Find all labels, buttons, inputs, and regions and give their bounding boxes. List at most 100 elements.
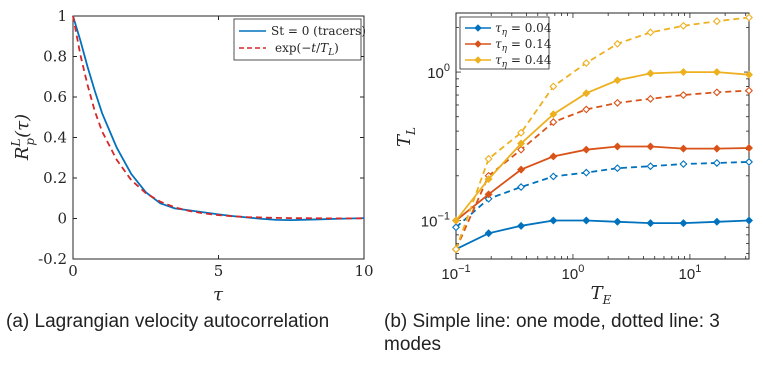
plot-b-legend-item-3: τη = 0.44 bbox=[495, 53, 552, 70]
plot-b-xtick-label: 100 bbox=[562, 263, 585, 283]
plot-b-legend-marker bbox=[474, 24, 482, 32]
plot-b-tick-labels: 10−1 100 101 10−1 100 bbox=[421, 62, 702, 283]
plot-a-series-1 bbox=[72, 15, 365, 222]
plot-a-ytick-label: 0.4 bbox=[43, 129, 67, 147]
plot-b-marker bbox=[582, 89, 591, 98]
plot-b-marker bbox=[517, 221, 526, 230]
plot-a-xtick-label: 5 bbox=[214, 262, 224, 280]
plot-b-marker bbox=[517, 183, 526, 192]
plot-b-marker bbox=[549, 118, 558, 127]
plot-b-legend-item-1: τη = 0.04 bbox=[495, 21, 552, 38]
plot-b-marker bbox=[613, 164, 622, 173]
plot-a-ytick-label: 0 bbox=[57, 210, 67, 228]
plot-b-marker bbox=[484, 194, 493, 203]
plot-b-marker bbox=[712, 68, 721, 77]
plot-b-legend-item-2: τη = 0.14 bbox=[495, 37, 552, 54]
plot-b-marker bbox=[613, 217, 622, 226]
plot-b-xlabel: TE bbox=[591, 283, 612, 307]
plot-b-marker bbox=[646, 219, 655, 228]
plot-b-marker bbox=[549, 216, 558, 225]
plot-b-series-tau-0.14-one bbox=[455, 145, 750, 222]
plot-b-marker bbox=[712, 158, 721, 167]
plot-a-ylabel: RLp(τ) bbox=[9, 114, 37, 161]
plot-b-marker bbox=[582, 168, 591, 177]
plot-b-series-tau-0.44-three bbox=[455, 16, 750, 250]
plot-b-marker bbox=[549, 82, 558, 91]
plot-b-marker bbox=[646, 162, 655, 171]
plot-b-marker bbox=[484, 190, 493, 199]
plot-b-marker bbox=[517, 139, 526, 148]
plot-a-tick-labels: 0 5 10-0.200.20.40.60.81 bbox=[38, 7, 373, 280]
plot-b-marker bbox=[613, 76, 622, 85]
plot-b-marker bbox=[549, 110, 558, 119]
svg-text:TE: TE bbox=[591, 283, 612, 307]
plot-b-series-tau-0.44-one bbox=[455, 71, 750, 222]
plot-a-xtick-label: 10 bbox=[354, 262, 373, 280]
plot-b-marker bbox=[549, 172, 558, 181]
plot-a-legend-item-1: St = 0 (tracers) bbox=[271, 24, 366, 38]
plot-b-marker bbox=[679, 160, 688, 169]
panel-a-lagrangian-autocorrelation: 0 5 10-0.200.20.40.60.81 τ RLp(τ) St = 0 (… bbox=[9, 7, 374, 305]
caption-b: (b) Simple line: one mode, dotted line: … bbox=[384, 311, 720, 355]
plot-b-marker bbox=[452, 216, 460, 225]
plot-b-series-tau-0.04-three bbox=[455, 161, 750, 228]
plot-a-lines bbox=[72, 15, 365, 222]
plot-b-marker bbox=[646, 69, 655, 78]
plot-b-ticks bbox=[455, 13, 749, 259]
plot-b-marker bbox=[712, 144, 721, 153]
plot-b-marker bbox=[679, 144, 688, 153]
svg-text:TL: TL bbox=[394, 127, 418, 147]
plot-a-ytick-label: 0.2 bbox=[43, 169, 67, 187]
plot-a-ytick-label: -0.2 bbox=[38, 250, 67, 268]
plot-b-marker bbox=[646, 142, 655, 151]
plot-b-marker bbox=[745, 86, 753, 95]
plot-b-marker bbox=[549, 152, 558, 161]
plot-b-marker bbox=[679, 219, 688, 228]
plot-b-marker bbox=[484, 229, 493, 238]
plot-a-legend: St = 0 (tracers) exp(−t/TL) bbox=[233, 18, 366, 61]
plot-b-marker bbox=[613, 142, 622, 151]
plot-b-series-tau-0.04-one bbox=[455, 219, 750, 251]
svg-text:RLp(τ): RLp(τ) bbox=[9, 114, 37, 161]
plot-b-marker bbox=[646, 94, 655, 103]
plot-b-marker bbox=[517, 128, 526, 137]
plot-b-marker bbox=[646, 28, 655, 37]
plot-b-legend-marker bbox=[474, 56, 482, 64]
plot-b-marker bbox=[745, 70, 753, 79]
plot-b-lines bbox=[452, 13, 753, 254]
plot-b-marker bbox=[517, 145, 526, 154]
plot-b-xtick-label: 10−1 bbox=[441, 263, 470, 283]
plot-b-marker bbox=[582, 105, 591, 114]
plot-b-series-tau-0.14-three bbox=[455, 89, 750, 250]
plot-b-marker bbox=[745, 13, 753, 22]
plot-a-ytick-label: 1 bbox=[57, 7, 67, 25]
plot-a-ytick-label: 0.8 bbox=[43, 48, 67, 66]
plot-b-marker bbox=[582, 216, 591, 225]
plot-b-marker bbox=[712, 217, 721, 226]
plot-b-marker bbox=[582, 59, 591, 68]
plot-b-marker bbox=[613, 39, 622, 48]
plot-a-xtick-label: 0 bbox=[68, 262, 78, 280]
plot-a-series-2 bbox=[72, 15, 364, 220]
plot-b-marker bbox=[582, 145, 591, 154]
plot-b-marker bbox=[712, 17, 721, 26]
plot-b-marker bbox=[745, 143, 753, 152]
plot-b-marker bbox=[745, 216, 753, 225]
plot-a-xlabel: τ bbox=[213, 284, 224, 305]
plot-b-marker bbox=[613, 98, 622, 107]
plot-b-marker bbox=[679, 68, 688, 77]
plot-b-marker bbox=[712, 88, 721, 97]
plot-b-marker bbox=[517, 165, 526, 174]
plot-b-marker bbox=[679, 91, 688, 100]
plot-b-marker bbox=[745, 157, 753, 166]
plot-b-marker bbox=[452, 223, 460, 232]
plot-b-ylabel: TL bbox=[394, 127, 418, 147]
plot-b-marker bbox=[679, 21, 688, 30]
plot-a-legend-item-2: exp(−t/TL) bbox=[275, 41, 339, 58]
plot-b-marker bbox=[484, 175, 493, 184]
plot-b-ytick-label: 10−1 bbox=[421, 210, 450, 230]
plot-b-marker bbox=[484, 154, 493, 163]
